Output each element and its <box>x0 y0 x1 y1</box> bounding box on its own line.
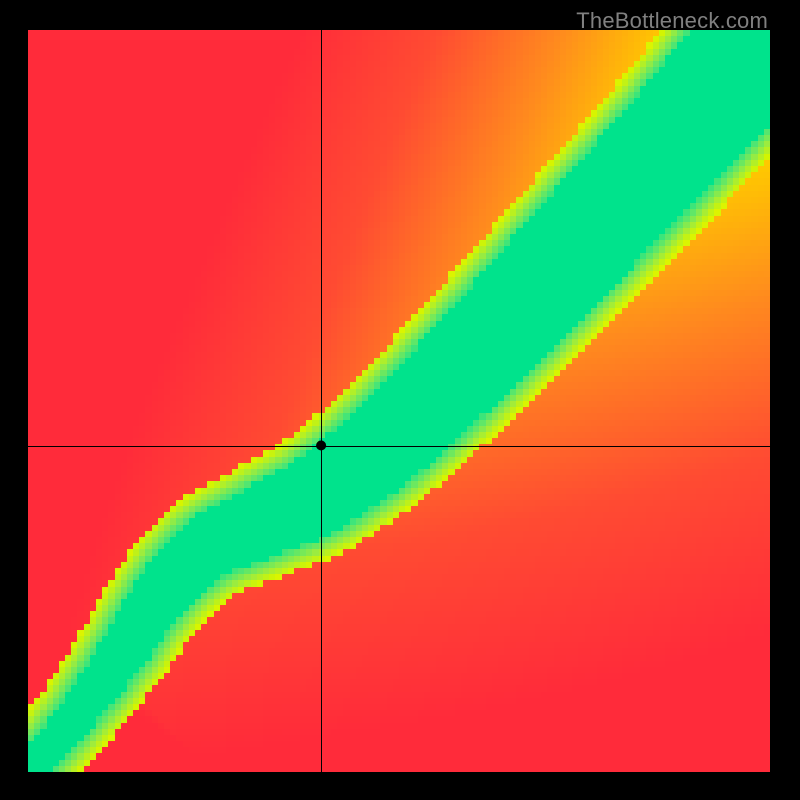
heatmap-plot <box>28 30 770 772</box>
watermark-text: TheBottleneck.com <box>576 8 768 34</box>
heatmap-canvas <box>28 30 770 772</box>
chart-container: TheBottleneck.com <box>0 0 800 800</box>
